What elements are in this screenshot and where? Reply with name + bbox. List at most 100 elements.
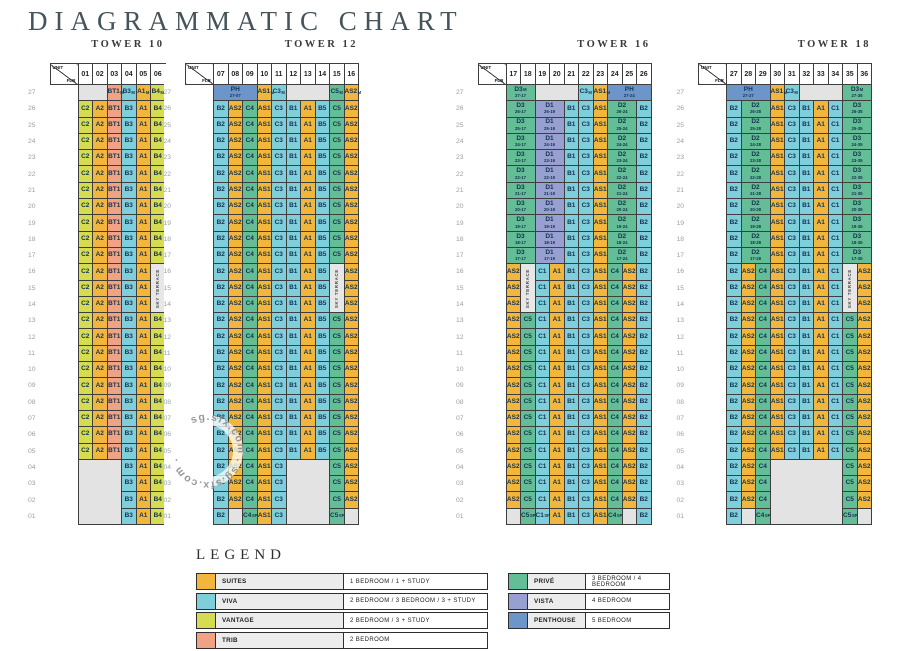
unit-type-label: B2 [216,479,225,487]
unit-cell-c5: C5 [842,426,858,444]
unit-cell-c3: C3 [271,263,287,281]
legend: LEGEND SUITES 1 BEDROOM / 1 + STUDY VIVA 2 … [196,547,900,651]
floor-label: 10 [28,361,78,378]
unit-cell-b2: B2 [636,361,652,379]
unit-cell-a1: A1 [135,198,151,216]
floor-row: 10 B2 AS2 C4 AS1 C3 B1 A1 B5 C5 AS2 [163,361,359,379]
unit-type-label: AS2 [857,267,871,275]
unit-type-label: B3 [124,332,133,340]
unit-cell-a1: A1 [135,393,151,411]
unit-cell-a2: A2 [92,279,108,297]
floor-row: 25 B2 AS2 C4 AS1 C3 B1 A1 B5 C5 AS2 [163,116,359,134]
unit-type-label: B3 [124,202,133,210]
unit-type-label: C3 [787,186,796,194]
unit-type-label: B1 [289,120,298,128]
unit-number-label: 22-17 [515,174,526,180]
floor-row: 22 B2 D2 22-28 AS1 C3 B1 A1 C1 D3 22-35 [676,165,872,183]
unit-cell-b2: B2 [636,263,652,281]
floor-label: 03 [163,475,214,492]
unit-type-label: B4 [153,511,162,519]
floor-label: 15 [676,280,727,297]
unit-type-label: C3 [787,348,796,356]
floor-label: 19 [676,214,727,232]
floor-label: 19 [163,214,214,232]
unit-type-label: A1 [816,397,825,405]
unit-number-label: 23-35 [851,158,863,164]
unit-type-label: A1 [303,169,312,177]
unit-type-label: B4 [153,381,162,389]
unit-cell-b4: B4 [150,246,166,265]
unit-cell-c3: C3 [578,328,594,346]
floor-row: 02 B2 AS2 C4 C5 AS2 [676,491,872,509]
unit-type-label: B5 [318,104,327,112]
unit-cell-as2: AS2 [621,279,637,297]
unit-cell-c1: C1 [827,295,843,314]
unit-type-label: AS1 [770,120,784,128]
unit-cell-c3: C3 [578,475,594,493]
unit-cell-b2: B2 [726,263,742,281]
unit-cell-c1: C1 [827,263,843,281]
unit-type-label: B2 [729,120,738,128]
unit-cell-a1: A1 [300,393,316,411]
unit-cell-d1: D1 22-19 [534,165,565,183]
unit-type-label: C4 [610,463,619,471]
floor-row: 19 D3 19-17 D1 19-19 B1 C3 AS1 D2 19-24 B2 [456,214,652,232]
unit-type-label: AS1 [257,348,271,356]
unit-cell-c3: C3 [578,361,594,379]
floor-label: 22 [676,165,727,183]
unit-cell-as2: AS2 [505,458,521,477]
unit-type-label: A1 [303,316,312,324]
unit-type-label: D3 [516,134,525,142]
unit-cell-a2: A2 [92,426,108,444]
unit-cell-b2: B2 [636,295,652,314]
unit-type-label: B2 [216,153,225,161]
unit-cell-b2: B2 [213,409,229,428]
unit-cell-c1: C1 [534,312,550,330]
unit-type-label: C3 [274,332,283,340]
unit-cell-b2: B2 [213,295,229,314]
unit-type-label: A1 [552,316,561,324]
unit-cell-c5: C5 [329,361,345,379]
unit-type-label: C5 [845,381,854,389]
unit-type-label: C3 [787,251,796,259]
unit-type-label: B2 [729,365,738,373]
unit-number-label: 17-24 [616,256,628,262]
floor-label: 07 [676,410,727,427]
unit-type-label: B4 [153,169,162,177]
unit-cell-as2: AS2 [343,344,359,363]
unit-cell-as2: AS2 [740,361,756,379]
unit-cell-as1: AS1 [769,100,785,118]
unit-type-label: C4 [758,300,767,308]
unit-number-label: 25-19 [544,125,555,131]
unit-type-label: B4 [153,430,162,438]
unit-type-label: B1 [802,300,811,308]
unit-cell-a1: A1 [549,507,565,526]
unit-type-label: AS1 [593,153,607,161]
unit-type-label: B4 [153,202,162,210]
unit-cell-as2: AS2 [227,263,243,281]
unit-cell-as2: AS2 [740,263,756,281]
empty-cell [285,458,330,526]
unit-type-label: BT1 [108,348,121,356]
floor-label: 03 [676,475,727,492]
unit-type-label: B1 [567,267,576,275]
unit-type-label: A1 [552,495,561,503]
unit-cell-a1: A1 [135,328,151,346]
unit-cell-c2: C2 [77,230,93,248]
unit-cell-b1: B1 [563,361,579,379]
unit-cell-b2: B2 [636,132,652,151]
unit-number-header: 22 [578,63,594,85]
unit-cell-b1: B1 [285,246,301,265]
floor-label: 06 [676,426,727,444]
unit-type-label: C3 [274,365,283,373]
unit-cell-c4: C4 [242,149,258,167]
unit-type-label: D3M [514,85,527,93]
unit-type-label: C3 [581,479,590,487]
unit-type-label: AS2 [228,186,242,194]
unit-cell-as2: AS2 [856,295,872,314]
unit-cell-as2: AS2 [856,344,872,363]
floor-label: 22 [163,165,214,183]
unit-cell-bt1: BT1 [106,393,122,411]
unit-cell-b1: B1 [285,426,301,444]
unit-type-label: AS1 [593,348,607,356]
